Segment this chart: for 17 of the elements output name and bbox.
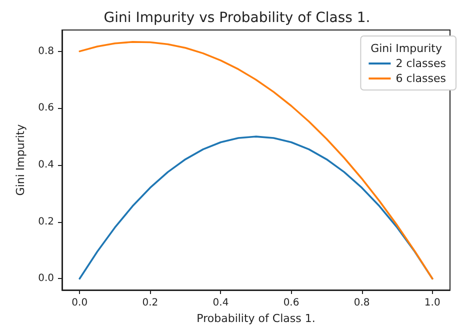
y-axis-title: Gini Impurity	[14, 124, 27, 196]
y-tick-label: 0.2	[38, 216, 54, 228]
y-tick-label: 0.0	[38, 273, 54, 284]
y-tick-label: 0.8	[38, 46, 54, 57]
legend-label: 6 classes	[396, 72, 446, 85]
x-tick-label: 0.8	[354, 298, 370, 308]
x-tick-label: 0.4	[212, 298, 229, 308]
x-tick-label: 0.2	[142, 298, 158, 308]
chart-title: Gini Impurity vs Probability of Class 1.	[104, 10, 370, 26]
x-tick-label: 1.0	[424, 298, 440, 308]
x-tick-label: 0.6	[283, 298, 300, 308]
legend-title: Gini Impurity	[370, 42, 442, 55]
x-axis-title: Probability of Class 1.	[196, 312, 316, 325]
legend-label: 2 classes	[396, 57, 446, 70]
y-tick-label: 0.6	[38, 102, 54, 114]
y-tick-label: 0.4	[38, 159, 54, 170]
x-tick-label: 0.0	[72, 298, 88, 308]
